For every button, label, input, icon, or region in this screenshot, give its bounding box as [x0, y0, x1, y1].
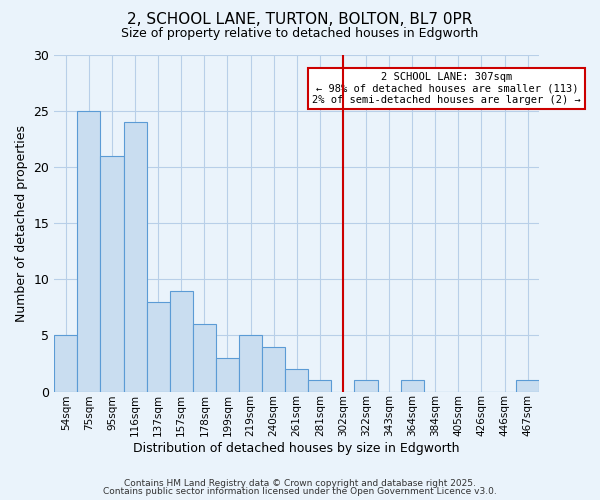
- Bar: [516, 380, 539, 392]
- Bar: [308, 380, 331, 392]
- Text: Contains public sector information licensed under the Open Government Licence v3: Contains public sector information licen…: [103, 487, 497, 496]
- Bar: [170, 290, 193, 392]
- Bar: [239, 336, 262, 392]
- Bar: [262, 346, 285, 392]
- Bar: [193, 324, 216, 392]
- Bar: [146, 302, 170, 392]
- Y-axis label: Number of detached properties: Number of detached properties: [15, 125, 28, 322]
- Bar: [401, 380, 424, 392]
- Bar: [124, 122, 146, 392]
- Text: Size of property relative to detached houses in Edgworth: Size of property relative to detached ho…: [121, 28, 479, 40]
- Bar: [216, 358, 239, 392]
- Bar: [100, 156, 124, 392]
- Text: 2, SCHOOL LANE, TURTON, BOLTON, BL7 0PR: 2, SCHOOL LANE, TURTON, BOLTON, BL7 0PR: [127, 12, 473, 28]
- Text: 2 SCHOOL LANE: 307sqm
← 98% of detached houses are smaller (113)
2% of semi-deta: 2 SCHOOL LANE: 307sqm ← 98% of detached …: [313, 72, 581, 105]
- Bar: [54, 336, 77, 392]
- Bar: [355, 380, 377, 392]
- Text: Contains HM Land Registry data © Crown copyright and database right 2025.: Contains HM Land Registry data © Crown c…: [124, 478, 476, 488]
- Bar: [77, 111, 100, 392]
- X-axis label: Distribution of detached houses by size in Edgworth: Distribution of detached houses by size …: [133, 442, 460, 455]
- Bar: [285, 369, 308, 392]
